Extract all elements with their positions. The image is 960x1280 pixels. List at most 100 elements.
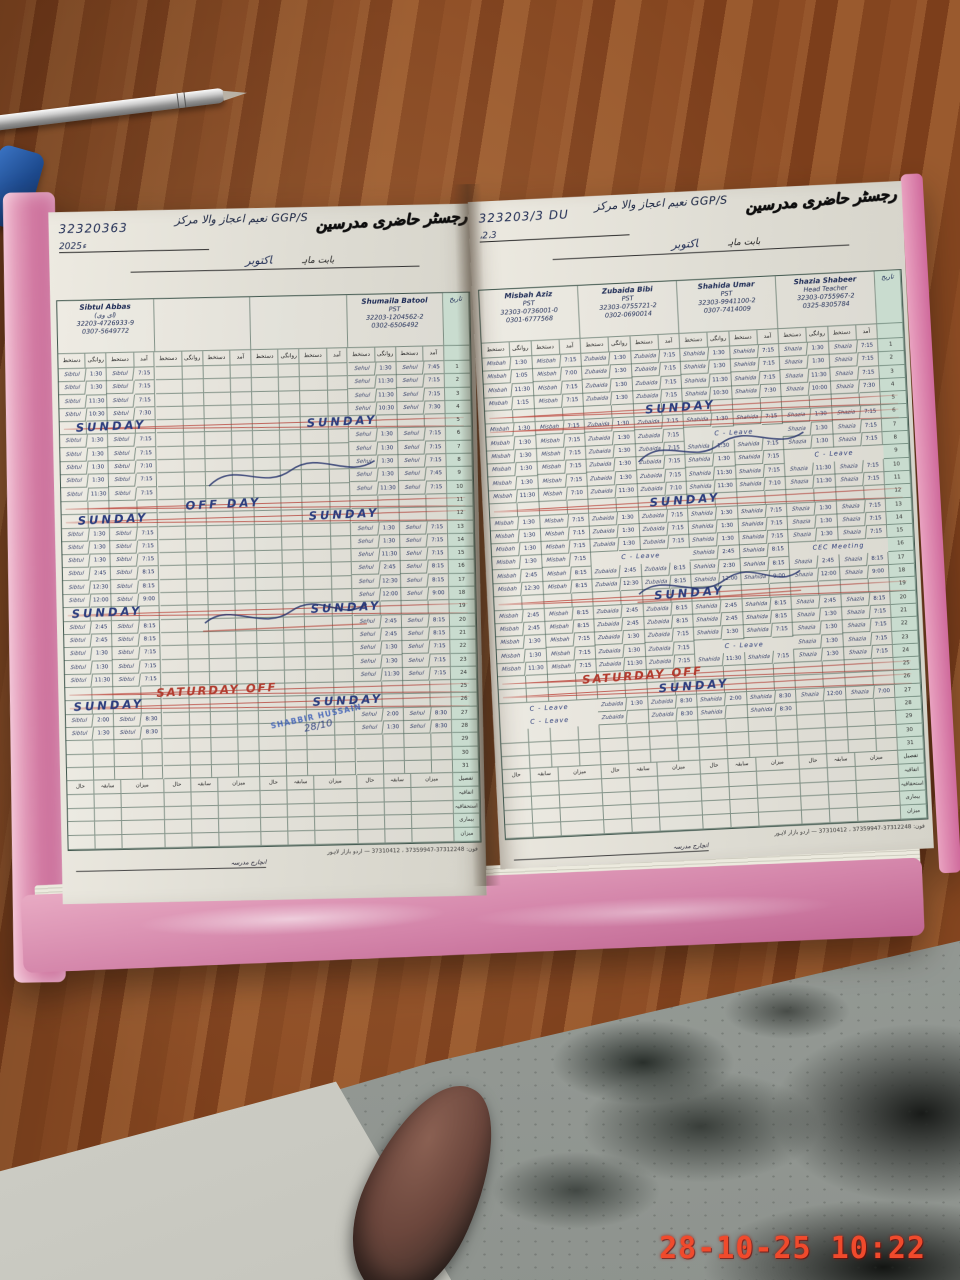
empty-cell <box>206 538 235 553</box>
empty-cell <box>677 734 700 749</box>
arrival-time-cell: 8:30 <box>141 712 163 727</box>
teacher-day-cells <box>66 766 164 782</box>
arrival-time-cell: 7:15 <box>568 526 591 541</box>
serial-number: 4 <box>879 377 907 393</box>
summary-col-header: حال <box>601 764 630 780</box>
summary-cell <box>505 823 534 839</box>
arrival-time-cell: 8:15 <box>570 579 593 594</box>
empty-cell <box>183 406 205 420</box>
empty-cell <box>380 601 402 616</box>
departure-time-cell: 1:30 <box>820 607 843 622</box>
signature-cell: Sibtul <box>62 568 92 582</box>
departure-time-cell: 11:30 <box>381 667 403 682</box>
departure-time-cell: 1:30 <box>617 524 640 539</box>
arrival-time-cell: 7:15 <box>565 473 588 488</box>
summary-cell <box>411 787 454 802</box>
column-header: دستخط <box>202 350 231 367</box>
empty-cell <box>283 576 305 591</box>
arrival-time-cell: 9:00 <box>428 587 450 601</box>
summary-cell <box>604 818 633 834</box>
empty-cell <box>308 762 336 777</box>
empty-cell <box>279 377 301 392</box>
summary-cell <box>829 807 859 823</box>
empty-cell <box>333 655 355 670</box>
signature-cell: Sehul <box>400 574 430 589</box>
signature-cell: Sibtul <box>61 528 91 543</box>
empty-cell <box>300 390 329 405</box>
empty-cell <box>158 539 187 554</box>
arrival-time-cell: 8:15 <box>770 609 793 625</box>
empty-cell <box>255 577 284 592</box>
empty-cell <box>517 502 540 517</box>
summary-row-label: بیماری <box>900 790 927 806</box>
departure-time-cell: 1:30 <box>623 643 646 658</box>
summary-cell <box>412 828 455 843</box>
summary-cell <box>191 832 220 848</box>
serial-number: 23 <box>892 630 919 645</box>
empty-cell <box>66 767 95 782</box>
signature-flourish <box>206 455 377 499</box>
empty-cell <box>356 761 385 776</box>
signature-cell: Sibtul <box>57 368 87 383</box>
arrival-time-cell: 8:30 <box>431 720 453 734</box>
departure-time-cell: 1:30 <box>610 364 633 379</box>
summary-cell <box>315 802 358 818</box>
empty-cell <box>93 740 115 755</box>
empty-cell <box>160 619 189 634</box>
signature-cell: Sehul <box>396 428 426 442</box>
signature-cell: Sibtul <box>107 447 137 462</box>
empty-cell <box>230 365 252 379</box>
empty-cell <box>258 696 287 711</box>
departure-time-cell: 1:30 <box>810 408 833 423</box>
empty-cell <box>186 552 208 567</box>
summary-cell <box>603 805 632 821</box>
signature-cell: Sehul <box>353 668 383 683</box>
departure-time-cell: 1:30 <box>614 457 637 472</box>
summary-cell <box>827 767 857 783</box>
summary-col-header: حال <box>260 776 288 792</box>
arrival-time-cell: 7:15 <box>559 353 582 369</box>
empty-cell <box>776 729 799 744</box>
empty-cell <box>303 549 332 564</box>
empty-cell <box>159 566 187 580</box>
empty-cell <box>840 579 869 595</box>
summary-cell <box>260 804 289 819</box>
empty-cell <box>814 487 837 503</box>
empty-cell <box>186 578 209 593</box>
column-header: دستخط <box>778 327 808 345</box>
arrival-time-cell: 7:15 <box>140 659 162 674</box>
empty-cell <box>185 512 207 527</box>
empty-cell <box>255 537 283 552</box>
empty-cell <box>115 766 143 781</box>
column-header: آمد <box>326 348 349 364</box>
column-header: آمد <box>559 338 582 355</box>
departure-time-cell: 2:00 <box>93 713 115 728</box>
empty-cell <box>282 550 304 564</box>
arrival-time-cell: 7:15 <box>667 521 690 536</box>
empty-cell <box>404 760 433 775</box>
departure-time-cell: 2:45 <box>622 616 645 632</box>
empty-cell <box>160 605 188 620</box>
signature-cell: Sibtul <box>59 448 89 463</box>
departure-time-cell: 1:30 <box>612 417 635 433</box>
empty-cell <box>727 744 750 760</box>
signature-cell: Sibtul <box>62 581 92 596</box>
departure-time-cell: 11:30 <box>525 661 548 676</box>
departure-time-cell: 1:30 <box>376 428 398 443</box>
arrival-time-cell: 9:00 <box>867 565 890 580</box>
empty-cell <box>562 406 585 422</box>
arrival-time-cell: 8:15 <box>428 613 451 628</box>
empty-cell <box>285 683 307 697</box>
arrival-time-cell: 7:15 <box>672 627 695 643</box>
arrival-time-cell: 7:15 <box>859 405 882 420</box>
empty-cell <box>114 753 143 768</box>
summary-cell <box>287 803 316 818</box>
empty-cell <box>255 563 284 578</box>
summary-cell <box>700 773 730 789</box>
summary-cell <box>758 810 803 827</box>
empty-cell <box>798 741 828 756</box>
departure-time-cell: 1:30 <box>815 514 838 529</box>
departure-time-cell: 11:30 <box>375 388 398 403</box>
column-header: روانگی <box>375 347 397 363</box>
departure-time-cell: 1:30 <box>609 351 632 366</box>
